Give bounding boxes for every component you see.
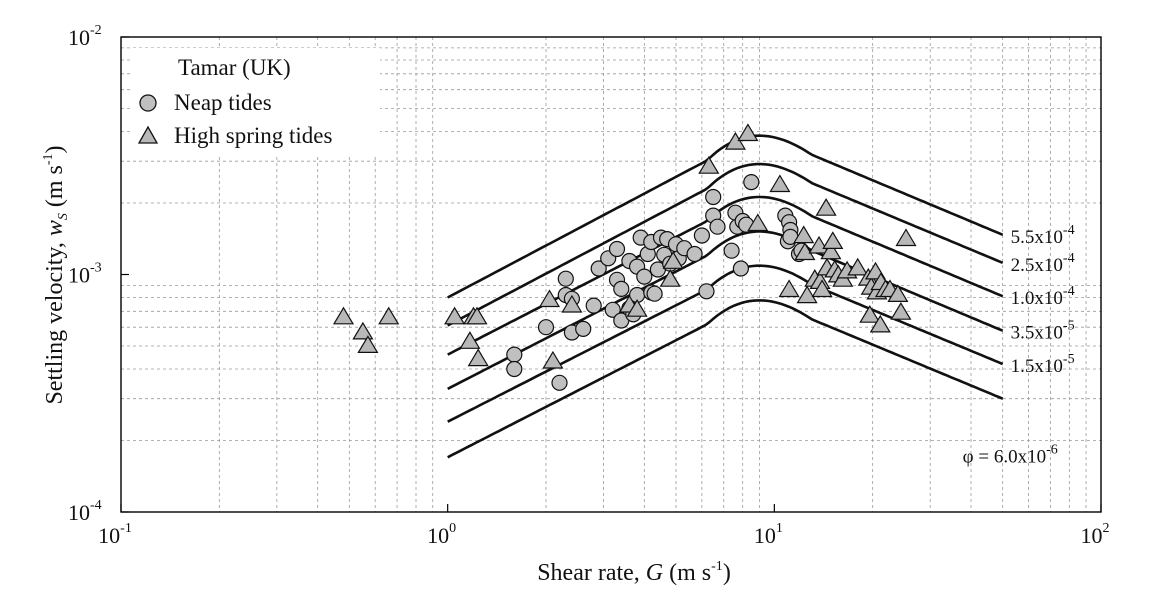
x-tick-label: 10-1 [98, 521, 132, 548]
neap-tide-point [506, 346, 523, 363]
spring-tide-point [698, 156, 720, 174]
spring-tide-point [890, 302, 912, 320]
legend-entry-high-spring-tides: High spring tides [174, 123, 332, 148]
spring-tide-point [811, 279, 833, 298]
neap-tide-point [604, 301, 621, 318]
neap-tide-point [705, 188, 722, 206]
spring-tide-point [822, 231, 844, 249]
spring-tide-point [542, 350, 564, 369]
model-curve [447, 264, 1004, 423]
legend-circle-marker [139, 94, 157, 112]
spring-tide-point [737, 123, 759, 142]
curve-label: 2.5x10-4 [1011, 251, 1075, 276]
neap-tide-point [636, 268, 653, 285]
neap-tide-point [557, 270, 574, 287]
spring-tide-point [869, 314, 891, 333]
spring-tide-point [662, 251, 684, 269]
spring-tide-point [659, 269, 681, 287]
spring-tide-point [778, 279, 800, 298]
spring-tide-point [626, 299, 648, 317]
x-tick-label: 101 [754, 521, 783, 548]
x-axis-label: Shear rate, G (m s-1) [537, 559, 731, 586]
spring-tide-point [769, 174, 791, 193]
neap-tide-point [698, 283, 715, 300]
neap-tide-point [693, 227, 711, 244]
model-curve [447, 230, 1004, 391]
spring-tide-point [794, 242, 816, 261]
spring-tide-point [747, 213, 769, 232]
spring-tide-point [332, 306, 355, 325]
neap-tide-point [743, 174, 760, 191]
curve-labels: 5.5x10-4 2.5x10-4 1.0x10-4 3.5x10-5 1.5x10-5… [963, 223, 1075, 468]
neap-tide-point [585, 297, 602, 314]
spring-tide-point [378, 306, 400, 325]
curve-label: 3.5x10-5 [1011, 319, 1075, 344]
spring-tide-point [467, 348, 489, 367]
neap-tide-point [590, 260, 607, 277]
x-tick-label: 100 [427, 521, 456, 548]
x-tick-label: 102 [1081, 521, 1110, 548]
neap-tide-point [686, 245, 703, 263]
spring-tide-point [820, 241, 842, 260]
spring-tide-point [887, 284, 909, 302]
spring-tide-point [357, 335, 379, 353]
neap-tide-point [613, 280, 630, 297]
y-tick-label: 10-4 [68, 498, 102, 525]
spring-tide-point [561, 294, 583, 313]
neap-tide-point [608, 240, 626, 258]
spring-tide-point [538, 289, 561, 308]
spring-tide-point [796, 285, 818, 304]
spring-tide-point [847, 257, 869, 276]
neap-tide-point [551, 374, 568, 391]
neap-tide-point [732, 260, 750, 277]
spring-tide-point [466, 306, 488, 325]
y-tick-label: 10-3 [68, 261, 102, 288]
legend-background [130, 48, 380, 156]
legend-triangle-marker [137, 125, 159, 144]
legend-title: Tamar (UK) [178, 55, 291, 80]
curve-label: φ = 6.0x10-6 [963, 443, 1058, 468]
neap-tide-point [723, 242, 740, 259]
neap-tide-point [575, 320, 592, 337]
spring-tide-point [859, 305, 881, 323]
model-curve [447, 162, 1004, 327]
curve-label: 5.5x10-4 [1011, 223, 1075, 248]
neap-tide-point [506, 360, 523, 378]
curve-label: 1.0x10-4 [1011, 284, 1075, 309]
spring-tide-point [352, 321, 374, 340]
model-curve [447, 134, 1004, 299]
data-points [332, 123, 917, 391]
y-tick-label: 10-2 [68, 23, 102, 50]
y-axis-label: Settling velocity, wS (m s-1) [41, 145, 71, 404]
spring-tide-point [444, 306, 466, 325]
neap-tide-point [709, 218, 726, 235]
model-curves [447, 134, 1004, 459]
legend-entry-neap-tides: Neap tides [174, 90, 272, 115]
spring-tide-point [459, 331, 481, 349]
spring-tide-point [815, 198, 837, 216]
legend: Tamar (UK) Neap tides High spring tides [130, 48, 380, 156]
spring-tide-point [895, 228, 917, 247]
spring-tide-point [793, 225, 815, 244]
curve-label: 1.5x10-5 [1011, 352, 1075, 377]
model-curve [447, 299, 1004, 459]
neap-tide-point [646, 285, 663, 302]
neap-tide-point [537, 319, 555, 336]
